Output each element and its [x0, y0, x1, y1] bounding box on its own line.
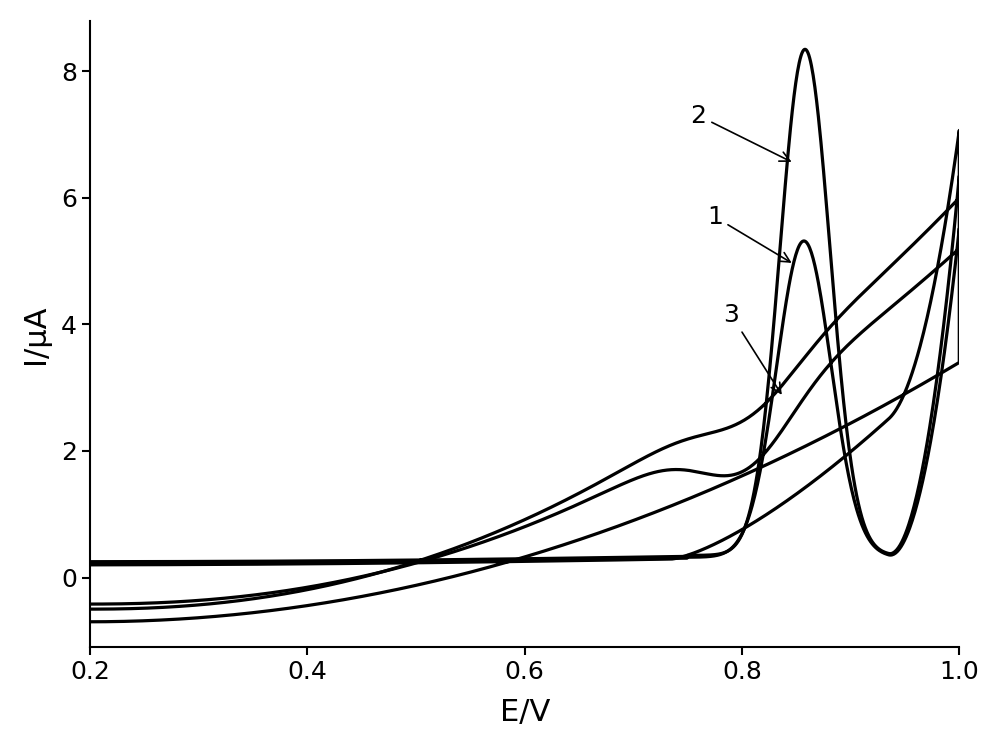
- Text: 3: 3: [723, 303, 781, 393]
- Y-axis label: I/μA: I/μA: [21, 304, 50, 364]
- Text: 2: 2: [691, 104, 790, 161]
- X-axis label: E/V: E/V: [500, 698, 550, 727]
- Text: 1: 1: [707, 205, 790, 262]
